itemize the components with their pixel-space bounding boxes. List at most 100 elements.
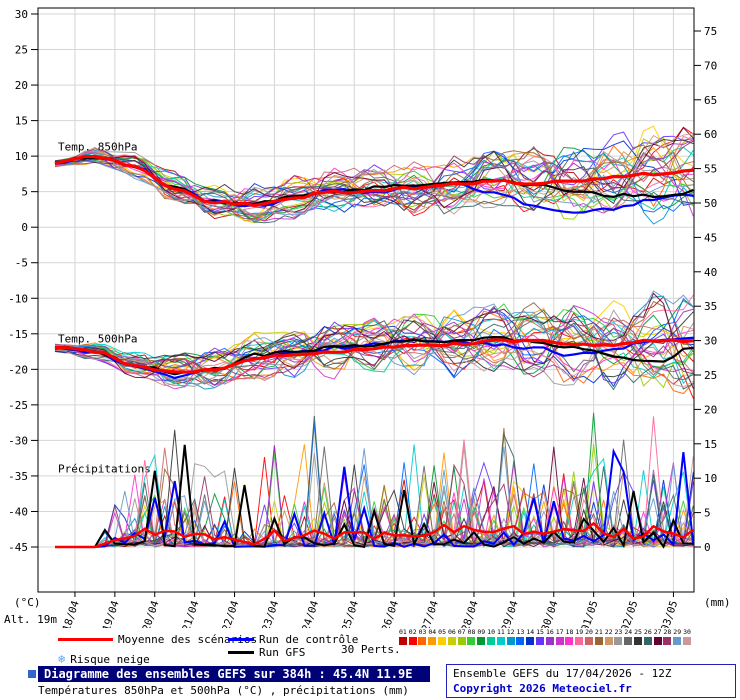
pert-legend-item: 20 bbox=[584, 629, 594, 645]
right-axis-unit: (mm) bbox=[704, 596, 731, 609]
y-tick-label-left: 5 bbox=[21, 186, 28, 199]
pert-color-swatch bbox=[398, 637, 407, 645]
pert-number: 02 bbox=[408, 628, 417, 636]
snowflake-icon: ❄ bbox=[58, 652, 66, 666]
pert-legend-item: 24 bbox=[623, 629, 633, 645]
copyright-label: Copyright 2026 Meteociel.fr bbox=[453, 682, 632, 695]
ensemble-member-line-t500 bbox=[54, 311, 694, 378]
pert-legend-item: 07 bbox=[457, 629, 467, 645]
x-tick-label: 25/04 bbox=[340, 599, 361, 628]
ensemble-member-line-t500 bbox=[54, 292, 694, 389]
pert-color-swatch bbox=[555, 637, 564, 645]
ensemble-member-line-t500 bbox=[54, 316, 694, 388]
pert-number: 21 bbox=[594, 628, 603, 636]
y-tick-label-right: 15 bbox=[704, 438, 717, 451]
x-tick-label: 24/04 bbox=[300, 599, 321, 628]
pert-color-swatch bbox=[408, 637, 417, 645]
pert-number: 13 bbox=[516, 628, 525, 636]
pert-legend-item: 27 bbox=[653, 629, 663, 645]
pert-legend-item: 09 bbox=[476, 629, 486, 645]
pert-color-swatch bbox=[536, 637, 545, 645]
y-tick-label-left: 25 bbox=[15, 44, 28, 57]
mean-line-t850 bbox=[54, 154, 694, 208]
legend-control: Run de contrôle bbox=[228, 633, 358, 646]
pert-number: 09 bbox=[477, 628, 486, 636]
ensemble-member-line-t500 bbox=[54, 308, 694, 381]
y-tick-label-left: -5 bbox=[15, 257, 28, 270]
pert-number: 04 bbox=[428, 628, 437, 636]
pert-number: 29 bbox=[673, 628, 682, 636]
pert-legend-item: 30 bbox=[682, 629, 692, 645]
ensemble-member-line-precip bbox=[55, 471, 694, 548]
y-tick-label-left: -25 bbox=[8, 399, 28, 412]
panel-label-precip: Précipitations bbox=[58, 463, 151, 476]
pert-number: 17 bbox=[555, 628, 564, 636]
y-tick-label-left: 15 bbox=[15, 115, 28, 128]
y-tick-label-right: 20 bbox=[704, 403, 717, 416]
pert-color-swatch bbox=[653, 637, 662, 645]
pert-color-swatch bbox=[643, 637, 652, 645]
ensemble-member-line-t500 bbox=[54, 295, 694, 390]
ensemble-member-line-t500 bbox=[54, 323, 694, 387]
pert-number: 15 bbox=[536, 628, 544, 636]
x-tick-label: 30/04 bbox=[539, 599, 560, 628]
pert-number: 25 bbox=[634, 628, 642, 636]
pert-color-swatch bbox=[438, 637, 447, 645]
perts-count-label: 30 Perts. bbox=[341, 643, 401, 656]
y-tick-label-right: 60 bbox=[704, 128, 717, 141]
y-tick-label-left: -15 bbox=[8, 328, 28, 341]
y-tick-label-right: 10 bbox=[704, 472, 717, 485]
mean-line-sample bbox=[58, 638, 113, 641]
ensemble-member-line-t500 bbox=[54, 305, 694, 378]
pert-color-swatch bbox=[418, 637, 427, 645]
pert-color-swatch bbox=[585, 637, 594, 645]
pert-legend-item: 13 bbox=[516, 629, 526, 645]
pert-legend-item: 23 bbox=[614, 629, 624, 645]
pert-legend-item: 15 bbox=[535, 629, 545, 645]
pert-color-swatch bbox=[663, 637, 672, 645]
pert-number: 05 bbox=[438, 628, 446, 636]
y-tick-label-right: 30 bbox=[704, 335, 717, 348]
control-line-sample bbox=[228, 638, 254, 641]
pert-number: 06 bbox=[447, 628, 456, 636]
x-tick-label: 27/04 bbox=[420, 599, 441, 628]
left-axis-unit: (°C) bbox=[14, 596, 41, 609]
pert-number: 27 bbox=[653, 628, 662, 636]
ensemble-member-line-t500 bbox=[54, 304, 694, 390]
pert-legend-item: 14 bbox=[525, 629, 535, 645]
ensemble-member-line-t850 bbox=[54, 126, 694, 214]
pert-legend-item: 10 bbox=[486, 629, 496, 645]
plot-frame bbox=[37, 7, 695, 593]
pert-color-swatch bbox=[565, 637, 574, 645]
pert-number: 01 bbox=[398, 628, 407, 636]
x-tick-label: 03/05 bbox=[659, 599, 680, 628]
pert-color-swatch bbox=[604, 637, 613, 645]
pert-legend-item: 21 bbox=[594, 629, 604, 645]
y-tick-label-left: 10 bbox=[15, 150, 28, 163]
pert-legend-item: 19 bbox=[574, 629, 584, 645]
pert-legend-item: 28 bbox=[663, 629, 673, 645]
legend-gfs: Run GFS bbox=[228, 646, 305, 659]
pert-color-swatch bbox=[575, 637, 584, 645]
y-tick-label-right: 35 bbox=[704, 300, 717, 313]
pert-number: 19 bbox=[575, 628, 584, 636]
pert-legend-item: 08 bbox=[467, 629, 477, 645]
mean-line-precip bbox=[55, 521, 695, 549]
y-tick-label-left: -30 bbox=[8, 434, 28, 447]
x-tick-label: 26/04 bbox=[380, 599, 401, 628]
x-tick-label: 21/04 bbox=[180, 599, 201, 628]
y-tick-label-right: 75 bbox=[704, 25, 717, 38]
gfs-line-sample bbox=[228, 651, 254, 654]
x-tick-label: 22/04 bbox=[220, 599, 241, 628]
diagram-title-bar: Diagramme des ensembles GEFS sur 384h : … bbox=[38, 666, 430, 682]
mean-line-t500 bbox=[54, 338, 694, 374]
legend-gfs-label: Run GFS bbox=[259, 646, 306, 659]
y-tick-label-left: -35 bbox=[8, 470, 28, 483]
pert-legend-item: 16 bbox=[545, 629, 555, 645]
pert-color-swatch bbox=[496, 637, 505, 645]
y-tick-label-right: 65 bbox=[704, 94, 717, 107]
ensemble-member-line-t850 bbox=[54, 134, 694, 215]
pert-legend-item: 12 bbox=[506, 629, 516, 645]
